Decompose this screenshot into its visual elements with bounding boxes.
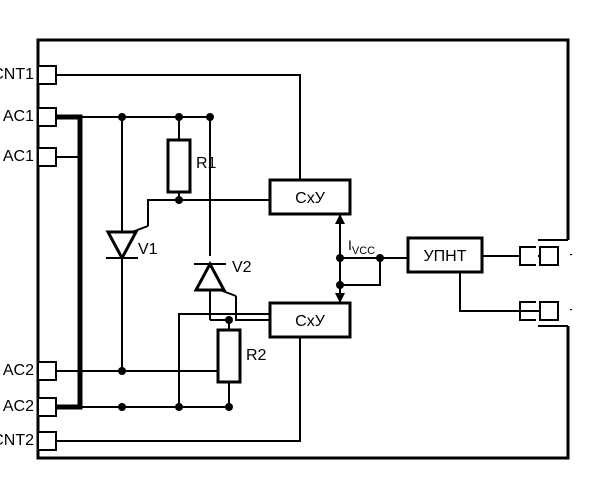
lower-cxy-label: СхУ (295, 313, 326, 330)
pin-ac2a (38, 362, 56, 380)
v1-label: V1 (138, 241, 158, 258)
pin-cplus (520, 247, 538, 265)
node (376, 254, 384, 262)
r2-resistor (218, 330, 240, 382)
node (118, 403, 126, 411)
node (118, 113, 126, 121)
upnt-label: УПНТ (424, 248, 467, 265)
pin-ac2b-label: AC2 (3, 398, 34, 415)
pin-ac1b-label: AC1 (3, 148, 34, 165)
pin-cnt2 (38, 432, 56, 450)
pin-cminus-outer (540, 302, 558, 320)
pin-ac2a-label: AC2 (3, 362, 34, 379)
pin-cnt1-label: CNT1 (0, 66, 34, 83)
node (175, 113, 183, 121)
node (175, 403, 183, 411)
v2-label: V2 (232, 259, 252, 276)
pin-cnt2-label: CNT2 (0, 432, 34, 449)
node (206, 113, 214, 121)
r1-resistor (168, 140, 190, 192)
pin-ac1b (38, 148, 56, 166)
pin-ac1a (38, 108, 56, 126)
node (175, 196, 183, 204)
upper-cxy-label: СхУ (295, 190, 326, 207)
node (225, 403, 233, 411)
r1-label: R1 (196, 155, 217, 172)
node (118, 367, 126, 375)
node (336, 254, 344, 262)
pin-ac1a-label: AC1 (3, 108, 34, 125)
r2-label: R2 (246, 347, 267, 364)
pin-ac2b (38, 398, 56, 416)
pin-cnt1 (38, 66, 56, 84)
pin-cplus-outer (540, 247, 558, 265)
